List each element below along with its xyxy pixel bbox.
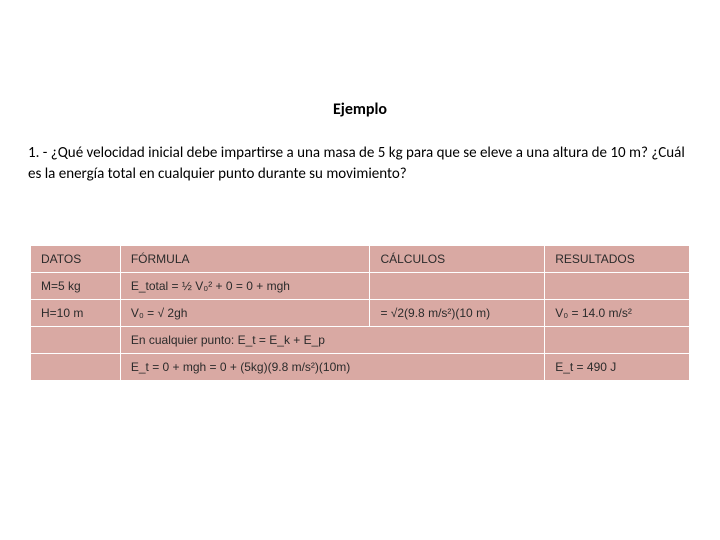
table-row: H=10 m V₀ = √ 2gh = √2(9.8 m/s²)(10 m) V…	[31, 300, 690, 327]
table-header-row: DATOS FÓRMULA CÁLCULOS RESULTADOS	[31, 246, 690, 273]
col-header-datos: DATOS	[31, 246, 121, 273]
example-title: Ejemplo	[28, 100, 692, 119]
table-row: M=5 kg E_total = ½ V₀² + 0 = 0 + mgh	[31, 273, 690, 300]
col-header-formula: FÓRMULA	[120, 246, 370, 273]
cell-resultados	[545, 327, 690, 354]
cell-formula: E_t = 0 + mgh = 0 + (5kg)(9.8 m/s²)(10m)	[120, 354, 544, 381]
col-header-calculos: CÁLCULOS	[370, 246, 545, 273]
table-row: E_t = 0 + mgh = 0 + (5kg)(9.8 m/s²)(10m)…	[31, 354, 690, 381]
col-header-resultados: RESULTADOS	[545, 246, 690, 273]
cell-resultados: V₀ = 14.0 m/s²	[545, 300, 690, 327]
cell-resultados: E_t = 490 J	[545, 354, 690, 381]
cell-datos	[31, 354, 121, 381]
cell-datos: H=10 m	[31, 300, 121, 327]
cell-calculos	[370, 273, 545, 300]
cell-formula: E_total = ½ V₀² + 0 = 0 + mgh	[120, 273, 370, 300]
table-row: En cualquier punto: E_t = E_k + E_p	[31, 327, 690, 354]
cell-datos	[31, 327, 121, 354]
cell-resultados	[545, 273, 690, 300]
cell-formula: En cualquier punto: E_t = E_k + E_p	[120, 327, 544, 354]
cell-formula: V₀ = √ 2gh	[120, 300, 370, 327]
cell-datos: M=5 kg	[31, 273, 121, 300]
problem-statement: 1. - ¿Qué velocidad inicial debe imparti…	[28, 143, 692, 185]
cell-calculos: = √2(9.8 m/s²)(10 m)	[370, 300, 545, 327]
solution-table: DATOS FÓRMULA CÁLCULOS RESULTADOS M=5 kg…	[30, 245, 690, 381]
